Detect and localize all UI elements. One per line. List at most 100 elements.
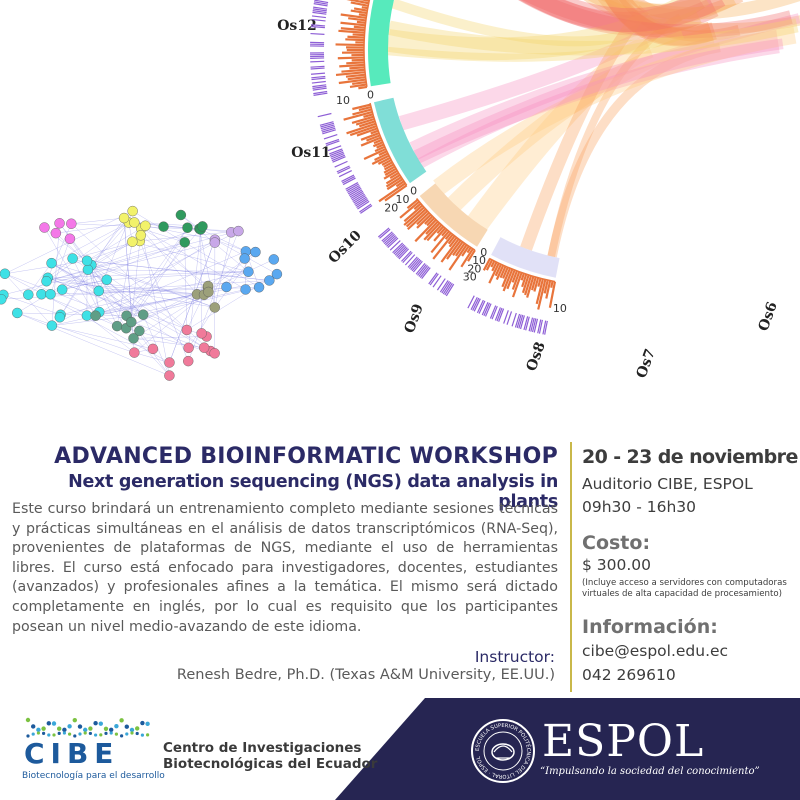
circos-histogram-bar [360,136,382,147]
circos-ideogram-band [310,25,325,29]
cibe-logo-dot [88,731,92,736]
network-node [197,221,208,232]
circos-ideogram-band [445,283,455,297]
circos-ideogram-band [402,251,413,264]
circos-ideogram-band [484,303,492,317]
network-edge [50,238,71,295]
cibe-logo-dot [130,731,134,735]
org-name-line2: Biotecnológicas del Ecuador [163,756,378,772]
circos-histogram-bar [537,278,542,287]
network-node [46,257,57,269]
cibe-logo-dot [83,727,88,733]
circos-histogram-bar [502,266,509,279]
circos-histogram-bar [430,230,450,254]
circos-histogram-bar [416,213,432,229]
circos-ideogram-band [412,260,423,273]
network-node [138,309,149,320]
circos-histogram-bar [340,27,365,32]
network-node [118,212,130,224]
circos-ideogram-band [429,273,439,286]
circos-ideogram-band [432,275,442,288]
network-node [111,320,123,332]
circos-histogram-bar [389,172,400,180]
circos-ideogram-band [349,189,363,198]
cibe-logo-dot [124,724,129,729]
network-node [0,268,11,279]
contact-phone[interactable]: 042 269610 [582,666,676,684]
circos-ideogram-band [313,3,328,7]
workshop-subtitle: Next generation sequencing (NGS) data an… [68,472,558,512]
network-edge [87,226,203,270]
circos-ideogram-band [342,176,356,184]
network-edge [139,240,189,362]
circos-histogram-bar [383,165,396,174]
network-node [158,221,169,232]
cibe-logo-dot [146,733,150,737]
circos-ideogram-band [329,149,344,157]
circos-ideogram-band [341,174,355,182]
cost-note: (Incluye acceso a servidores con computa… [582,578,787,599]
network-edge [141,228,185,243]
circos-histogram-bar [352,103,371,111]
circos-histogram-bar [533,277,540,292]
circos-ideogram-band [320,122,335,128]
circos-ideogram-band [393,243,405,255]
circos-histogram-bar [384,167,397,176]
cibe-tagline: Biotecnología para el desarrollo [22,771,165,781]
network-edge [41,294,118,327]
circos-ideogram-band [313,92,328,96]
circos-ideogram-band [528,317,534,332]
event-hours: 09h30 - 16h30 [582,498,696,516]
network-edge [95,280,270,316]
circos-tick-label: 0 [480,246,487,259]
circos-ideogram-band [518,314,524,329]
circos-ideogram-band [544,320,548,335]
circos-histogram-bar [537,279,547,310]
network-edge [51,223,60,326]
network-edge [139,230,239,242]
cibe-logo-dot [73,734,77,738]
cibe-logo-dot [36,731,40,735]
cibe-logo-dot [83,731,87,735]
network-edge [116,241,133,327]
network-node [81,255,93,266]
contact-email[interactable]: cibe@espol.edu.ec [582,642,729,660]
circos-histogram-bar [403,204,424,223]
circos-histogram-bar [440,238,460,263]
instructor-label: Instructor: [474,648,555,666]
circos-ideogram-band [336,165,350,173]
cibe-logo-dot [51,721,57,726]
network-node [240,284,251,295]
network-node [253,282,265,293]
network-node [66,218,77,229]
circos-link [600,0,800,20]
circos-histogram-bar [373,138,383,145]
network-edge [123,218,135,353]
circos-ideogram-band [313,90,328,95]
footer-band [335,698,800,800]
circos-link [418,38,784,168]
circos-segment [373,97,427,184]
circos-histogram-bar [385,174,401,185]
network-node [50,227,62,239]
cibe-logo-dot [140,733,144,737]
event-venue: Auditorio CIBE, ESPOL [582,475,753,493]
circos-ideogram-band [481,301,489,316]
network-edge [131,242,185,323]
circos-ideogram-band [494,307,501,321]
network-node [126,316,137,328]
circos-histogram-bar [386,178,404,191]
circos-ideogram-band [428,272,438,285]
circos-ideogram-band [311,75,326,79]
circos-ideogram-band [436,278,446,291]
circos-ideogram-band [537,319,542,334]
circos-histogram-bar [416,211,430,226]
circos-histogram-bar [353,7,368,12]
circos-chromosome-label: Os11 [291,145,331,161]
circos-histogram-bar [352,80,367,86]
circos-link [598,0,702,34]
network-node [135,230,146,241]
network-edge [86,225,146,261]
network-edge [3,242,215,296]
network-edge [71,223,239,232]
